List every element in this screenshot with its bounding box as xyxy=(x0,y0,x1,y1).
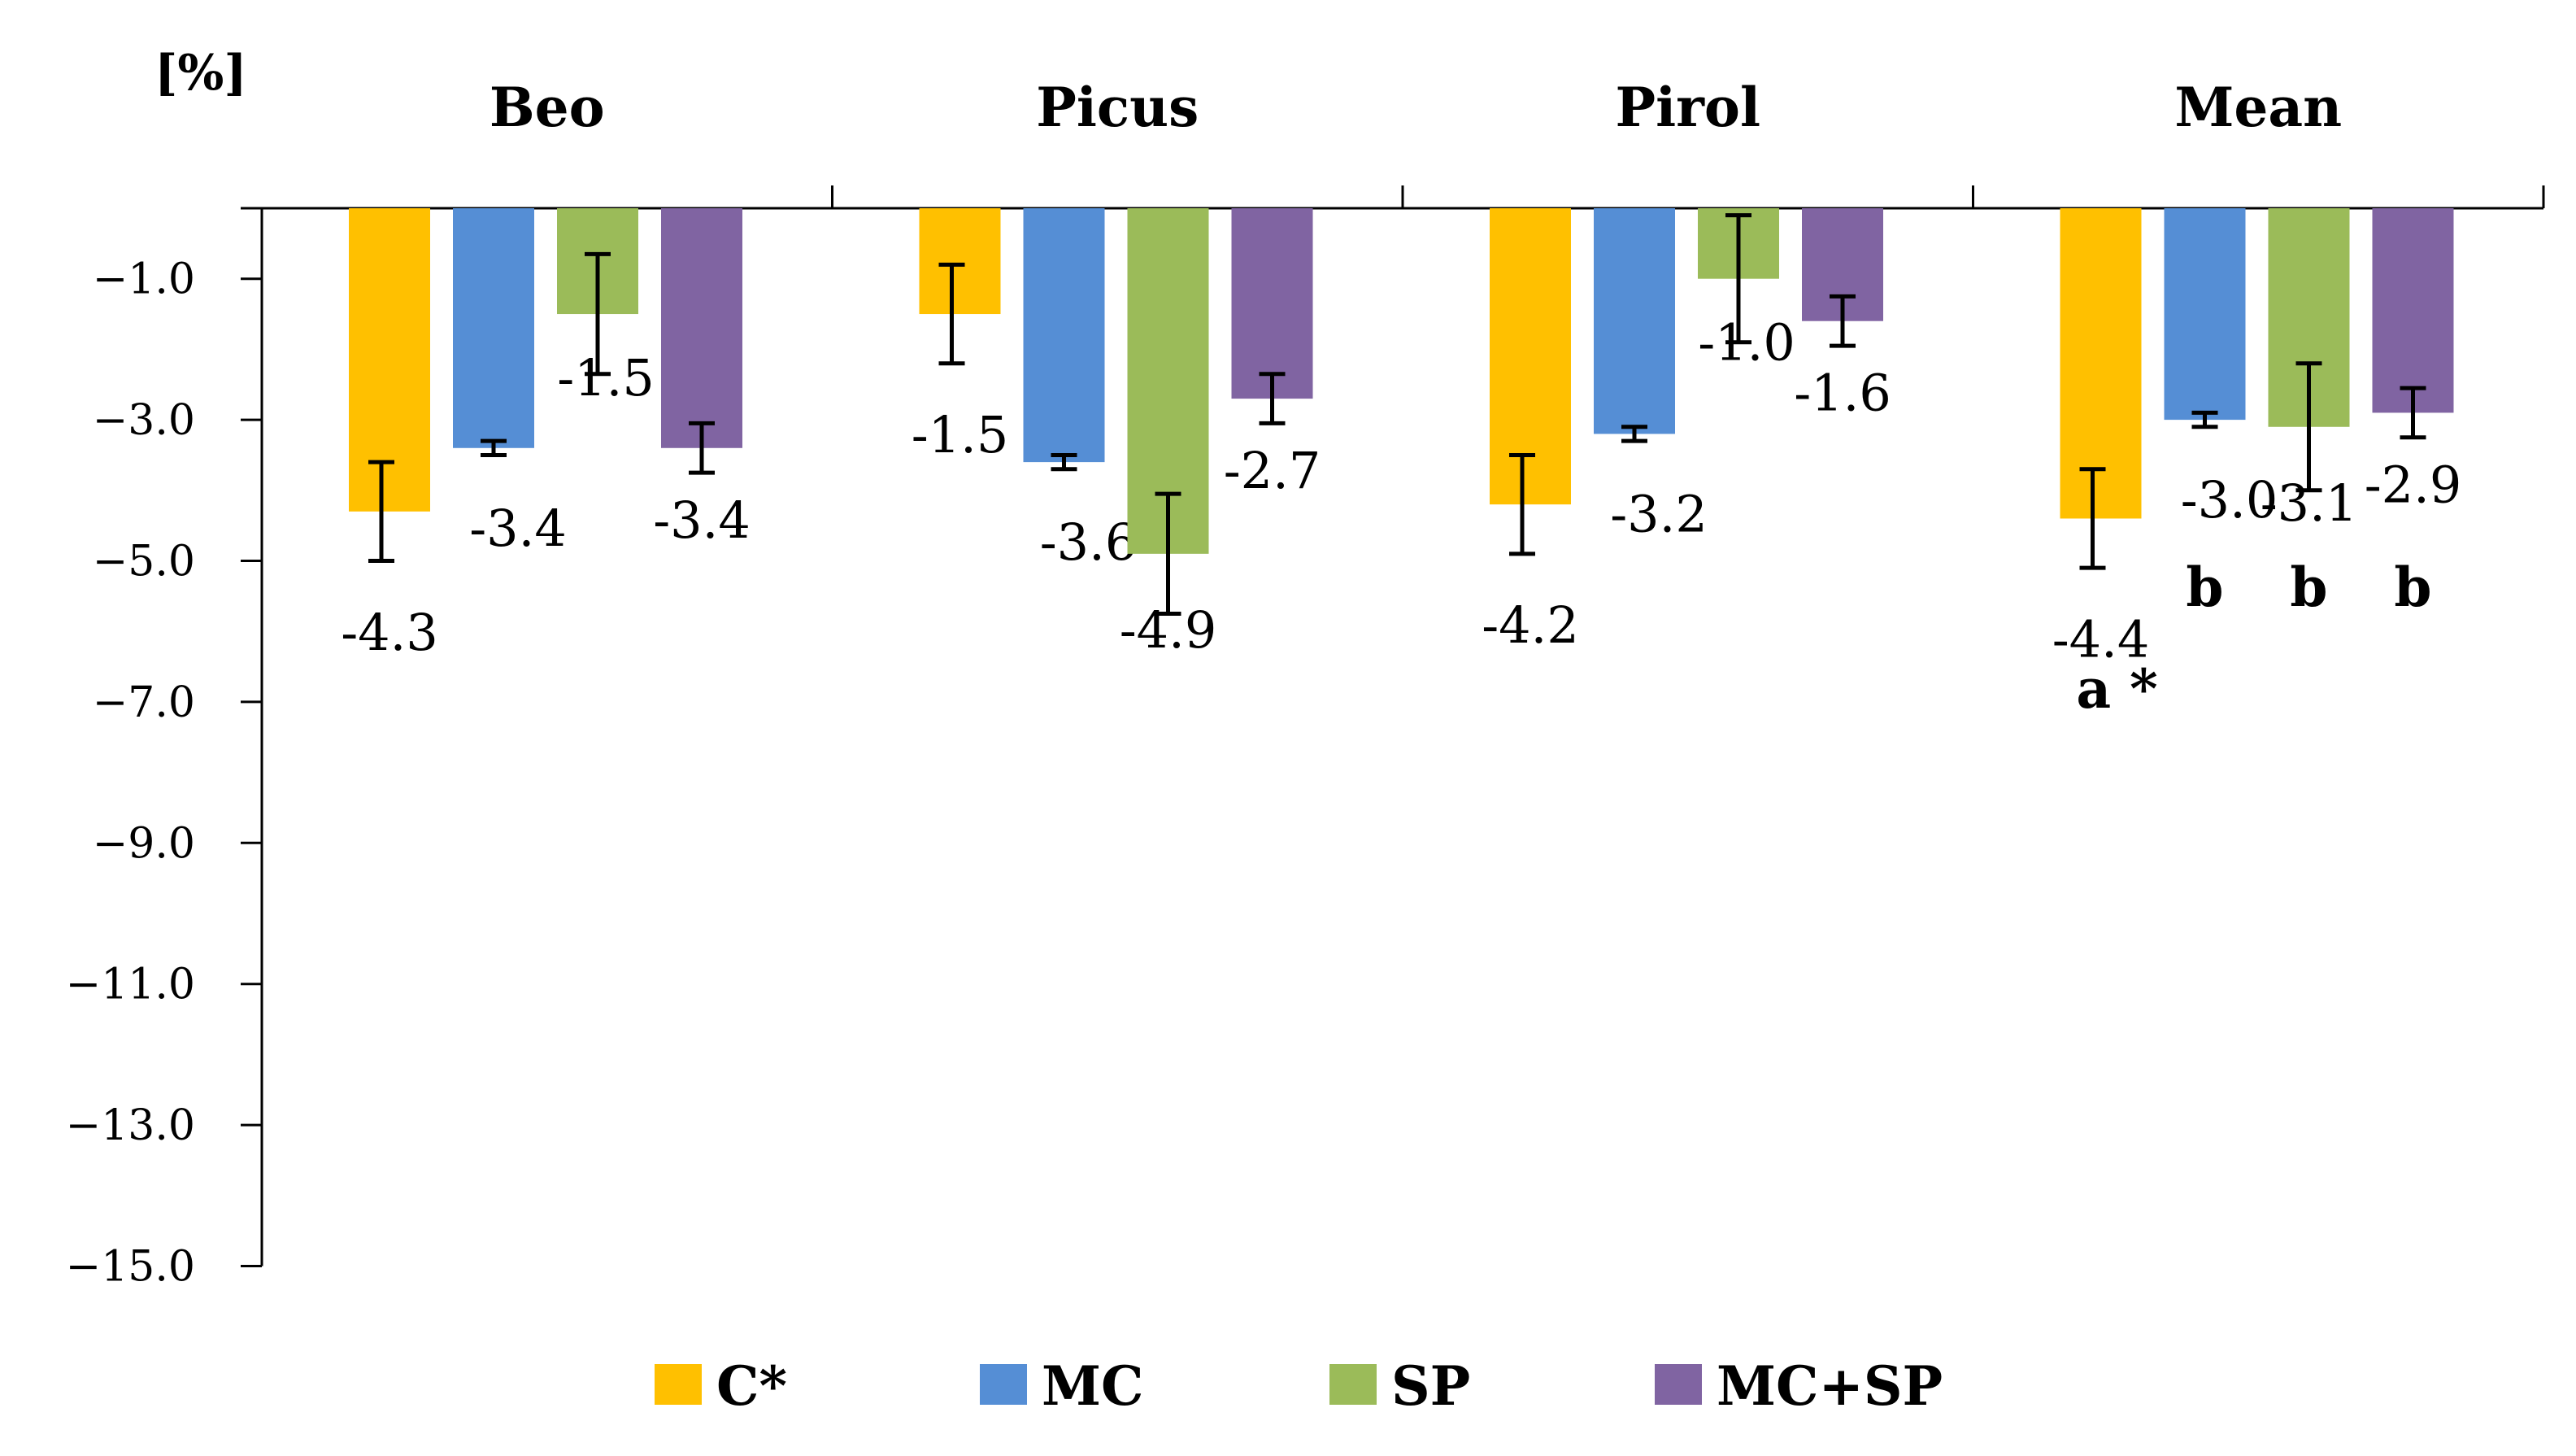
y-tick-label: −7.0 xyxy=(93,678,195,727)
significance-letter: b xyxy=(2290,556,2327,619)
data-label: -2.9 xyxy=(2365,455,2462,514)
data-label: -1.6 xyxy=(1794,364,1891,423)
data-label: -1.0 xyxy=(1698,313,1795,373)
legend-swatch xyxy=(980,1364,1027,1405)
y-tick-label: −9.0 xyxy=(93,819,195,868)
data-label: -3.0 xyxy=(2181,470,2278,530)
bar-beo-mc xyxy=(453,208,534,448)
bar-pirol-c xyxy=(1490,208,1571,505)
data-label: -3.6 xyxy=(1040,512,1138,572)
bar-beo-c xyxy=(349,208,430,512)
data-label: -4.9 xyxy=(1120,600,1217,660)
category-label-mean: Mean xyxy=(2174,76,2342,139)
y-axis-label: [%] xyxy=(154,45,247,102)
bar-mean-mc-plus-sp xyxy=(2372,208,2454,413)
data-label: -1.5 xyxy=(557,348,655,408)
data-label: -2.7 xyxy=(1224,441,1321,500)
category-label-beo: Beo xyxy=(490,76,605,139)
legend-label: MC+SP xyxy=(1717,1354,1943,1418)
data-label: -3.4 xyxy=(469,499,567,558)
legend-label: C* xyxy=(716,1354,787,1418)
category-label-picus: Picus xyxy=(1036,76,1199,139)
y-tick-label: −15.0 xyxy=(66,1243,195,1292)
bar-picus-c xyxy=(919,208,1001,315)
bar-beo-mc-plus-sp xyxy=(661,208,742,448)
legend-label: SP xyxy=(1391,1354,1470,1418)
data-label: -4.3 xyxy=(341,603,438,662)
data-label: -3.4 xyxy=(653,490,751,550)
y-tick-label: −11.0 xyxy=(66,961,195,1009)
category-label-pirol: Pirol xyxy=(1615,76,1760,139)
y-tick-label: −3.0 xyxy=(93,396,195,445)
data-label: -3.2 xyxy=(1610,484,1708,543)
bar-picus-mc-plus-sp xyxy=(1231,208,1313,399)
significance-letter: a * xyxy=(2076,657,2157,721)
legend-label: MC xyxy=(1042,1354,1144,1418)
legend-swatch xyxy=(655,1364,702,1405)
significance-letter: b xyxy=(2186,556,2223,619)
significance-letter: b xyxy=(2394,556,2431,619)
data-label: -3.1 xyxy=(2261,473,2358,533)
bar-mean-c xyxy=(2060,208,2142,519)
y-tick-label: −1.0 xyxy=(93,255,195,304)
legend-swatch xyxy=(1655,1364,1702,1405)
y-tick-label: −13.0 xyxy=(66,1101,195,1150)
y-tick-label: −5.0 xyxy=(93,538,195,586)
data-label: -4.4 xyxy=(2052,609,2150,669)
data-label: -1.5 xyxy=(912,405,1009,464)
bar-mean-mc xyxy=(2164,208,2246,421)
legend-swatch xyxy=(1329,1364,1377,1405)
bar-picus-mc xyxy=(1023,208,1105,463)
data-label: -4.2 xyxy=(1482,595,1579,655)
bar-pirol-mc xyxy=(1594,208,1675,434)
